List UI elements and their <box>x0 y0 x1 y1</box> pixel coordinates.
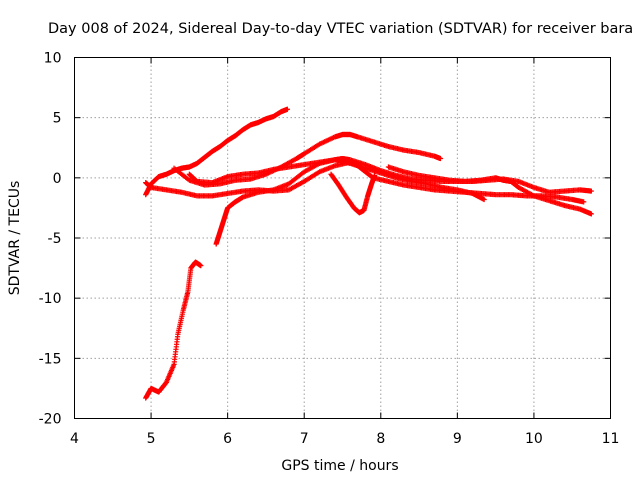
x-tick-label: 10 <box>525 431 543 447</box>
y-tick-label: -5 <box>48 231 62 247</box>
x-tick-label: 8 <box>376 431 385 447</box>
y-tick-label: 0 <box>53 171 62 187</box>
plot-frame <box>74 57 611 419</box>
data-point <box>437 155 444 162</box>
data-point <box>198 263 204 269</box>
data-point <box>372 172 378 179</box>
y-tick-label: -10 <box>39 291 62 307</box>
x-tick-label: 5 <box>147 431 156 447</box>
y-axis-label: SDTVAR / TECUs <box>7 181 23 296</box>
x-tick-label: 9 <box>453 431 462 447</box>
data-point <box>481 196 487 203</box>
y-tick-label: -15 <box>39 351 62 367</box>
series-arc-2 <box>143 259 204 401</box>
data-point <box>581 199 587 205</box>
data-point <box>588 211 594 217</box>
grid-lines <box>74 57 611 419</box>
x-tick-label: 11 <box>602 431 620 447</box>
x-tick-label: 4 <box>70 431 79 447</box>
y-tick-label: 10 <box>44 51 62 67</box>
data-points <box>143 106 594 401</box>
chart-title: Day 008 of 2024, Sidereal Day-to-day VTE… <box>48 21 633 37</box>
series-arc-6 <box>186 157 487 203</box>
y-tick-label: 5 <box>53 111 62 127</box>
data-point <box>588 188 594 194</box>
x-axis-label: GPS time / hours <box>281 458 398 474</box>
x-tick-label: 6 <box>223 431 232 447</box>
x-tick-label: 7 <box>300 431 309 447</box>
series-arc-8 <box>385 164 594 217</box>
y-tick-label: -20 <box>39 412 62 428</box>
tick-labels: 4 5 6 7 8 9 10 11 -20 -15 -10 -5 0 5 10 <box>39 51 620 448</box>
data-point <box>284 106 290 112</box>
series-arc-7 <box>328 171 378 216</box>
